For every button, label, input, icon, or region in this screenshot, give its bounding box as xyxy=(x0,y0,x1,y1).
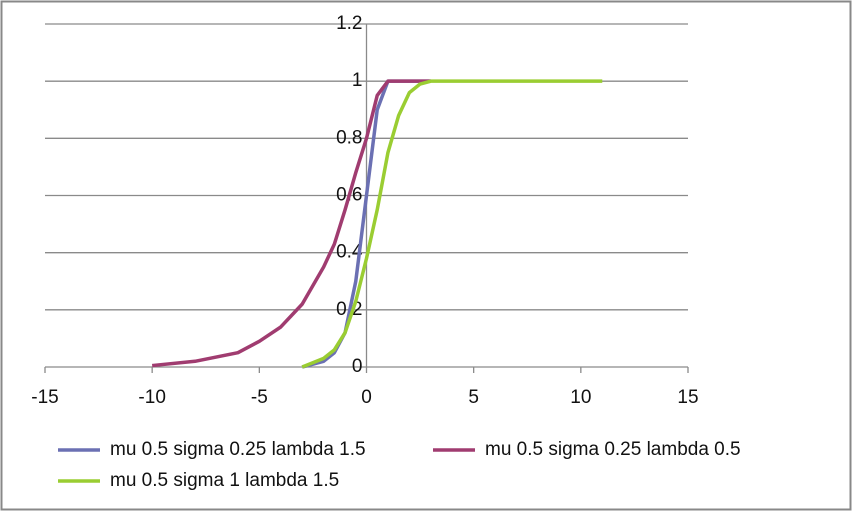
x-tick-label: 5 xyxy=(468,387,479,408)
x-tick-label: 0 xyxy=(361,387,372,408)
legend-label: mu 0.5 sigma 1 lambda 1.5 xyxy=(110,470,339,491)
series-line xyxy=(151,79,431,368)
y-tick-label: 0 xyxy=(352,356,363,377)
y-tick-label: 1 xyxy=(352,70,363,91)
y-tick-label: 0.4 xyxy=(336,242,363,263)
x-tick-label: -5 xyxy=(251,387,268,408)
x-tick-label: 15 xyxy=(677,387,698,408)
legend-label: mu 0.5 sigma 0.25 lambda 1.5 xyxy=(110,439,366,460)
y-tick-label: 0.8 xyxy=(336,127,362,148)
y-tick-label: 1.2 xyxy=(336,13,362,34)
legend-label: mu 0.5 sigma 0.25 lambda 0.5 xyxy=(485,439,741,460)
x-tick-label: -15 xyxy=(31,387,58,408)
x-tick-label: 10 xyxy=(570,387,591,408)
series-line xyxy=(301,79,603,369)
x-tick-label: -10 xyxy=(138,387,165,408)
